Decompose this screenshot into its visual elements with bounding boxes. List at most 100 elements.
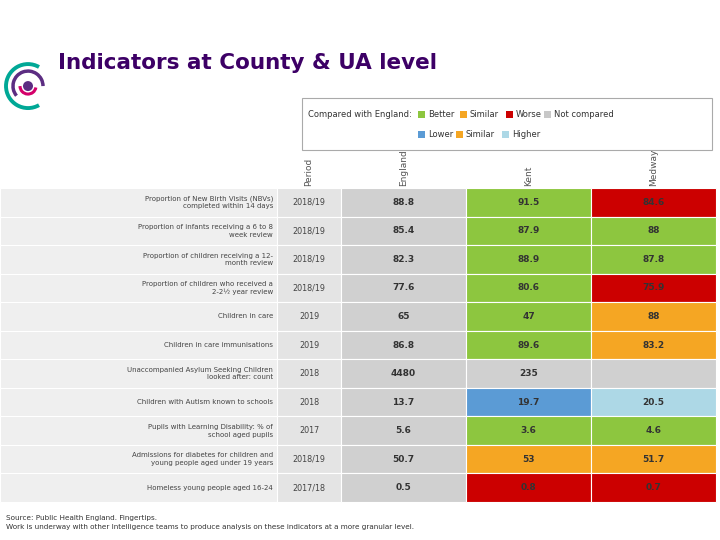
- FancyBboxPatch shape: [591, 302, 716, 331]
- Text: Indicators at County & UA level: Indicators at County & UA level: [58, 53, 437, 73]
- FancyBboxPatch shape: [341, 474, 466, 502]
- FancyBboxPatch shape: [0, 416, 277, 445]
- Text: Similar: Similar: [466, 130, 495, 139]
- FancyBboxPatch shape: [418, 131, 425, 138]
- FancyBboxPatch shape: [277, 188, 341, 217]
- FancyBboxPatch shape: [341, 245, 466, 274]
- Text: Homeless young people aged 16-24: Homeless young people aged 16-24: [148, 485, 273, 491]
- FancyBboxPatch shape: [341, 302, 466, 331]
- FancyBboxPatch shape: [0, 331, 277, 359]
- FancyBboxPatch shape: [0, 302, 277, 331]
- FancyBboxPatch shape: [591, 474, 716, 502]
- FancyBboxPatch shape: [502, 131, 509, 138]
- Text: 85.4: 85.4: [392, 226, 415, 235]
- Text: Proportion of infants receiving a 6 to 8
week review: Proportion of infants receiving a 6 to 8…: [138, 224, 273, 238]
- Text: 83.2: 83.2: [642, 341, 665, 349]
- FancyBboxPatch shape: [0, 445, 277, 474]
- FancyBboxPatch shape: [277, 359, 341, 388]
- FancyBboxPatch shape: [0, 474, 277, 502]
- Text: 4.6: 4.6: [646, 426, 662, 435]
- Text: Worse: Worse: [516, 110, 542, 119]
- Text: 75.9: 75.9: [642, 284, 665, 293]
- Text: Proportion of New Birth Visits (NBVs)
completed within 14 days: Proportion of New Birth Visits (NBVs) co…: [145, 195, 273, 210]
- FancyBboxPatch shape: [277, 416, 341, 445]
- FancyBboxPatch shape: [460, 111, 467, 118]
- Text: 77.6: 77.6: [392, 284, 415, 293]
- FancyBboxPatch shape: [0, 188, 277, 217]
- FancyBboxPatch shape: [591, 245, 716, 274]
- FancyBboxPatch shape: [341, 359, 466, 388]
- Text: Not compared: Not compared: [554, 110, 613, 119]
- Text: Kent: Kent: [524, 166, 533, 186]
- FancyBboxPatch shape: [277, 445, 341, 474]
- FancyBboxPatch shape: [591, 416, 716, 445]
- Text: 88: 88: [647, 312, 660, 321]
- Text: 2018/19: 2018/19: [292, 255, 325, 264]
- Text: 45: 45: [9, 9, 28, 23]
- FancyBboxPatch shape: [0, 245, 277, 274]
- FancyBboxPatch shape: [277, 245, 341, 274]
- Text: Unaccompanied Asylum Seeking Children
looked after: count: Unaccompanied Asylum Seeking Children lo…: [127, 367, 273, 381]
- Text: 88.8: 88.8: [392, 198, 415, 207]
- Text: 2017: 2017: [299, 426, 319, 435]
- FancyBboxPatch shape: [466, 474, 591, 502]
- FancyBboxPatch shape: [466, 188, 591, 217]
- Text: 2018/19: 2018/19: [292, 226, 325, 235]
- Text: 47: 47: [522, 312, 535, 321]
- Text: 84.6: 84.6: [642, 198, 665, 207]
- FancyBboxPatch shape: [591, 388, 716, 416]
- Text: Higher: Higher: [512, 130, 540, 139]
- FancyBboxPatch shape: [0, 217, 277, 245]
- FancyBboxPatch shape: [466, 217, 591, 245]
- Text: 0.5: 0.5: [395, 483, 411, 492]
- Text: 82.3: 82.3: [392, 255, 415, 264]
- FancyBboxPatch shape: [341, 188, 466, 217]
- FancyBboxPatch shape: [466, 445, 591, 474]
- Text: 2018: 2018: [299, 397, 319, 407]
- FancyBboxPatch shape: [591, 359, 716, 388]
- FancyBboxPatch shape: [466, 331, 591, 359]
- Text: 2018/19: 2018/19: [292, 284, 325, 293]
- FancyBboxPatch shape: [341, 416, 466, 445]
- Text: 87.9: 87.9: [517, 226, 540, 235]
- Text: 0.8: 0.8: [521, 483, 536, 492]
- FancyBboxPatch shape: [591, 217, 716, 245]
- Text: 2017/18: 2017/18: [292, 483, 325, 492]
- Text: 50.7: 50.7: [392, 455, 415, 464]
- FancyBboxPatch shape: [591, 445, 716, 474]
- FancyBboxPatch shape: [277, 274, 341, 302]
- Text: Source: Public Health England. Fingertips.
Work is underway with other Intellige: Source: Public Health England. Fingertip…: [6, 515, 414, 530]
- Text: 2018/19: 2018/19: [292, 455, 325, 464]
- FancyBboxPatch shape: [506, 111, 513, 118]
- Text: 89.6: 89.6: [518, 341, 539, 349]
- Text: 53: 53: [522, 455, 535, 464]
- Text: 91.5: 91.5: [518, 198, 539, 207]
- FancyBboxPatch shape: [466, 302, 591, 331]
- FancyBboxPatch shape: [466, 388, 591, 416]
- Text: 88: 88: [647, 226, 660, 235]
- FancyBboxPatch shape: [341, 331, 466, 359]
- Text: Admissions for diabetes for children and
young people aged under 19 years: Admissions for diabetes for children and…: [132, 453, 273, 466]
- Text: 65: 65: [397, 312, 410, 321]
- FancyBboxPatch shape: [591, 188, 716, 217]
- Text: England: England: [399, 149, 408, 186]
- Text: Better: Better: [428, 110, 454, 119]
- Text: Lower: Lower: [428, 130, 454, 139]
- Text: 5.6: 5.6: [395, 426, 411, 435]
- FancyBboxPatch shape: [0, 388, 277, 416]
- FancyBboxPatch shape: [466, 416, 591, 445]
- Text: 2019: 2019: [299, 312, 319, 321]
- FancyBboxPatch shape: [341, 217, 466, 245]
- Text: 80.6: 80.6: [518, 284, 539, 293]
- FancyBboxPatch shape: [277, 302, 341, 331]
- Text: Medway: Medway: [649, 148, 658, 186]
- Text: Similar: Similar: [470, 110, 499, 119]
- Text: 2018/19: 2018/19: [292, 198, 325, 207]
- Text: 51.7: 51.7: [642, 455, 665, 464]
- FancyBboxPatch shape: [277, 388, 341, 416]
- Text: Proportion of children receiving a 12-
month review: Proportion of children receiving a 12- m…: [143, 253, 273, 266]
- Text: 20.5: 20.5: [642, 397, 665, 407]
- Text: 86.8: 86.8: [392, 341, 415, 349]
- Text: 2018: 2018: [299, 369, 319, 378]
- Text: Children in care: Children in care: [217, 314, 273, 320]
